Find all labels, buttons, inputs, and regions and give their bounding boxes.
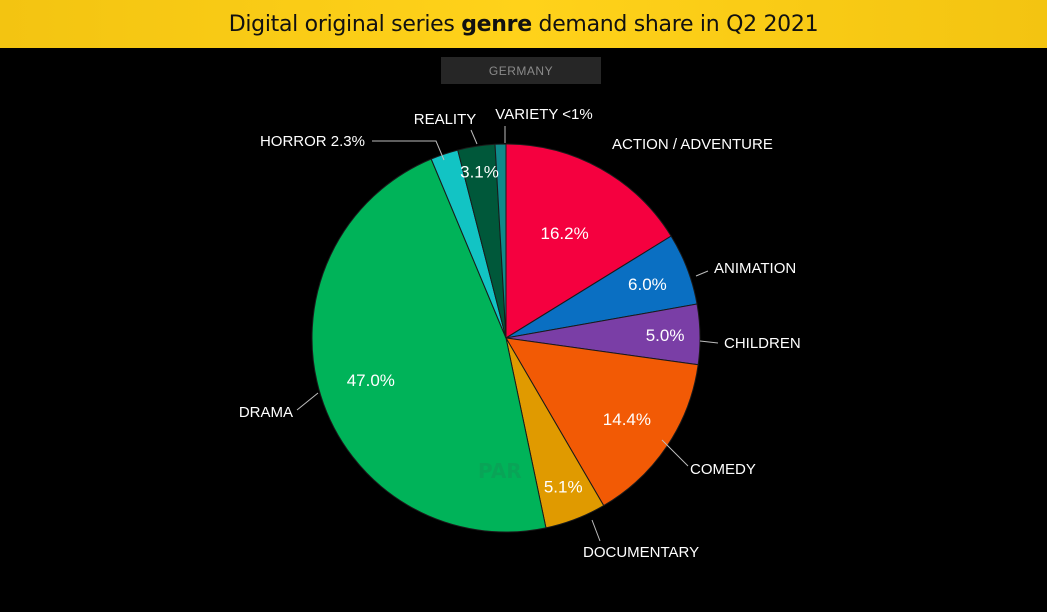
category-label-comedy: COMEDY xyxy=(690,461,756,478)
leader-line-drama xyxy=(296,392,319,411)
category-label-horror: HORROR 2.3% xyxy=(260,133,365,150)
value-label-documentary: 5.1% xyxy=(544,478,583,497)
leader-line-reality xyxy=(470,129,478,145)
leader-line-comedy xyxy=(661,439,689,467)
category-label-action-adventure: ACTION / ADVENTURE xyxy=(612,136,773,153)
category-label-documentary: DOCUMENTARY xyxy=(583,544,699,561)
category-label-drama: DRAMA xyxy=(239,404,293,421)
pie-slice-variety xyxy=(494,143,507,339)
category-label-reality: REALITY xyxy=(414,111,477,128)
pie-slices xyxy=(311,143,701,533)
leader-line-animation xyxy=(695,270,709,277)
value-label-drama: 47.0% xyxy=(347,371,395,390)
category-label-variety: VARIETY <1% xyxy=(495,106,592,123)
slice-labels: 16.2% ACTION / ADVENTURE 6.0% ANIMATION 5.0%… xyxy=(239,106,801,561)
pie-slice-drama xyxy=(311,158,547,533)
chart-subtitle: GERMANY xyxy=(488,63,554,78)
subtitle-box: GERMANY xyxy=(441,57,601,84)
title-bar: Digital original series genre demand sha… xyxy=(0,0,1047,48)
leader-line-horror xyxy=(372,140,445,161)
category-label-animation: ANIMATION xyxy=(714,260,796,277)
pie-slice-comedy xyxy=(505,337,699,507)
watermark-text: PAR xyxy=(478,459,522,483)
leader-line-documentary xyxy=(591,519,601,542)
title-suffix: demand share in Q2 2021 xyxy=(531,11,819,37)
value-label-comedy: 14.4% xyxy=(603,410,651,429)
leader-lines xyxy=(296,126,719,542)
value-label-children: 5.0% xyxy=(646,326,685,345)
title-prefix: Digital original series xyxy=(228,11,462,37)
pie-slice-action-adventure xyxy=(505,143,672,339)
leader-line-children xyxy=(699,340,719,344)
value-label-animation: 6.0% xyxy=(628,275,667,294)
chart-title: Digital original series genre demand sha… xyxy=(229,12,819,37)
value-label-reality: 3.1% xyxy=(460,162,499,181)
value-label-action-adventure: 16.2% xyxy=(540,224,588,243)
category-label-children: CHILDREN xyxy=(724,335,801,352)
title-bold: genre xyxy=(461,11,532,37)
